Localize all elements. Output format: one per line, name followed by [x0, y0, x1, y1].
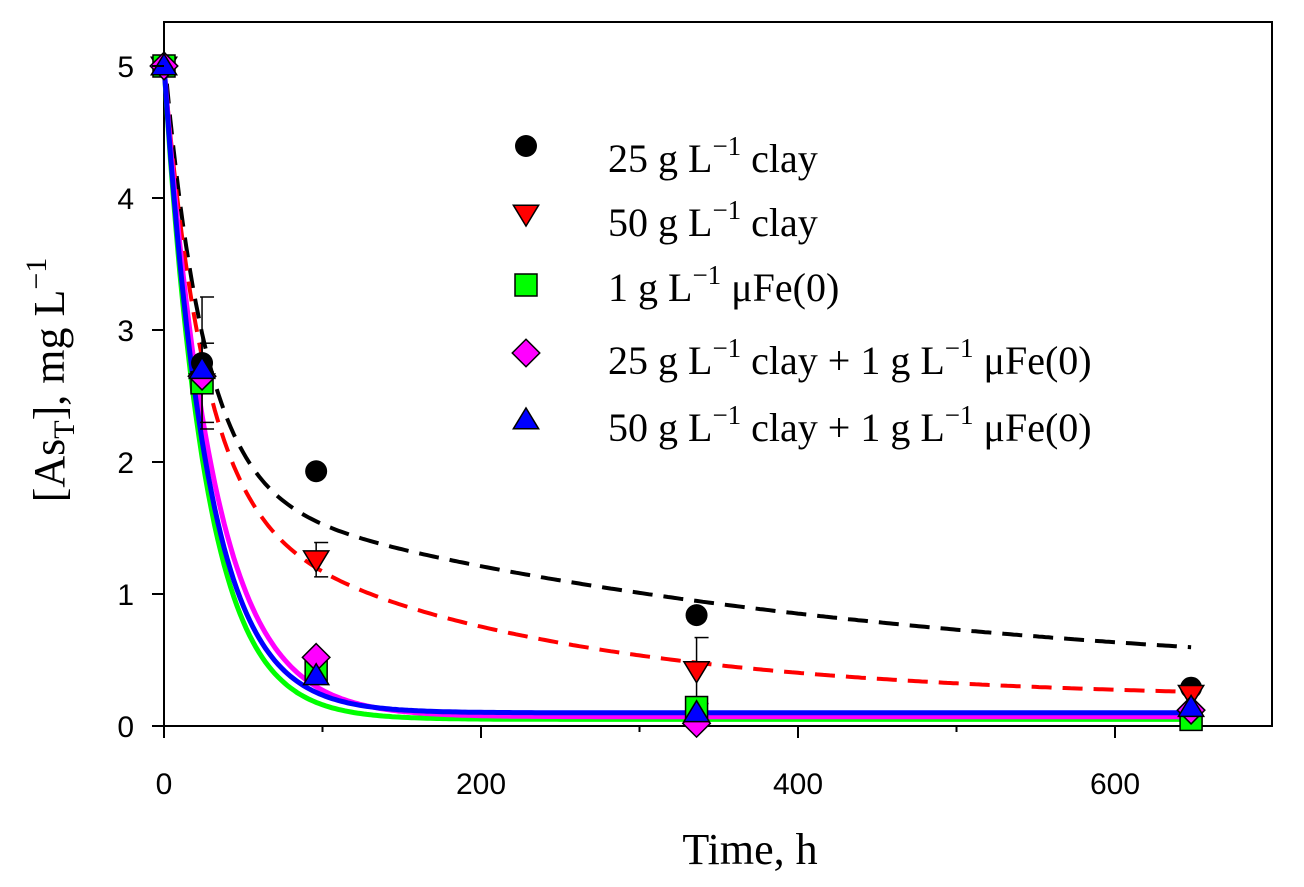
x-tick-label: 600 — [1090, 768, 1140, 801]
legend-entry: 25 g L−1 clay + 1 g L−1 μFe(0) — [511, 333, 1092, 383]
legend-marker-circle — [515, 135, 537, 157]
x-tick-label: 200 — [456, 768, 506, 801]
legend-marker-square — [514, 273, 538, 297]
data-point-diamond — [511, 338, 541, 368]
fit-curve — [161, 65, 1192, 722]
data-point-triangle-up — [188, 356, 217, 380]
y-tick-label: 3 — [117, 315, 134, 348]
data-point-triangle-down — [512, 204, 540, 228]
legend-entry: 25 g L−1 clay — [515, 131, 818, 181]
legend-marker-triangle-down — [512, 204, 540, 228]
fit-curve — [161, 65, 1192, 720]
y-axis-label-sub: T — [48, 420, 81, 438]
fit-curve — [161, 65, 1192, 716]
data-point-circle — [685, 604, 708, 627]
data-point-circle — [515, 135, 537, 157]
y-tick-label: 2 — [117, 447, 134, 480]
x-axis-label: Time, h — [682, 825, 817, 874]
legend-label: 1 g L−1 μFe(0) — [608, 260, 839, 310]
y-tick-label: 1 — [117, 579, 134, 612]
x-axis-ticks: 0 200 400 600 — [156, 726, 1140, 801]
legend-label: 25 g L−1 clay — [608, 131, 818, 181]
data-point-triangle-up — [682, 699, 711, 723]
data-point-square — [514, 273, 538, 297]
y-tick-label: 0 — [117, 711, 134, 744]
data-point-triangle-down — [302, 550, 331, 574]
plot-area-frame — [163, 21, 1273, 727]
y-tick-label: 5 — [117, 51, 134, 84]
legend-entry: 50 g L−1 clay + 1 g L−1 μFe(0) — [512, 400, 1092, 450]
fit-curve — [162, 52, 1192, 650]
data-point-circle — [305, 460, 328, 483]
legend-entry: 1 g L−1 μFe(0) — [514, 260, 839, 310]
legend-entry: 50 g L−1 clay — [512, 195, 818, 245]
y-axis-label-sup: −1 — [20, 258, 53, 290]
x-tick-label: 400 — [773, 768, 823, 801]
x-tick-label: 0 — [156, 768, 173, 801]
data-point-triangle-down — [682, 661, 711, 685]
fit-curve — [162, 65, 1192, 694]
data-point-triangle-up — [512, 406, 540, 430]
legend-label: 50 g L−1 clay + 1 g L−1 μFe(0) — [608, 400, 1092, 450]
data-point-triangle-up — [150, 52, 178, 76]
legend-marker-triangle-up — [512, 406, 540, 430]
y-tick-label: 4 — [117, 183, 134, 216]
legend-marker-diamond — [511, 338, 541, 368]
legend-label: 25 g L−1 clay + 1 g L−1 μFe(0) — [608, 333, 1092, 383]
y-axis-ticks: 0 1 2 3 4 5 — [117, 51, 164, 744]
legend-label: 50 g L−1 clay — [608, 195, 818, 245]
data-point-triangle-up — [1177, 693, 1206, 718]
fit-curves — [161, 52, 1192, 722]
y-axis-label-open: [As — [25, 439, 74, 503]
legend: 25 g L−1 clay 50 g L−1 clay 1 g L−1 μFe(… — [511, 131, 1092, 450]
data-point-triangle-up — [302, 662, 331, 686]
y-axis-label-close: ], mg L — [25, 290, 74, 421]
y-axis-label: [AsT], mg L−1 — [20, 258, 81, 503]
